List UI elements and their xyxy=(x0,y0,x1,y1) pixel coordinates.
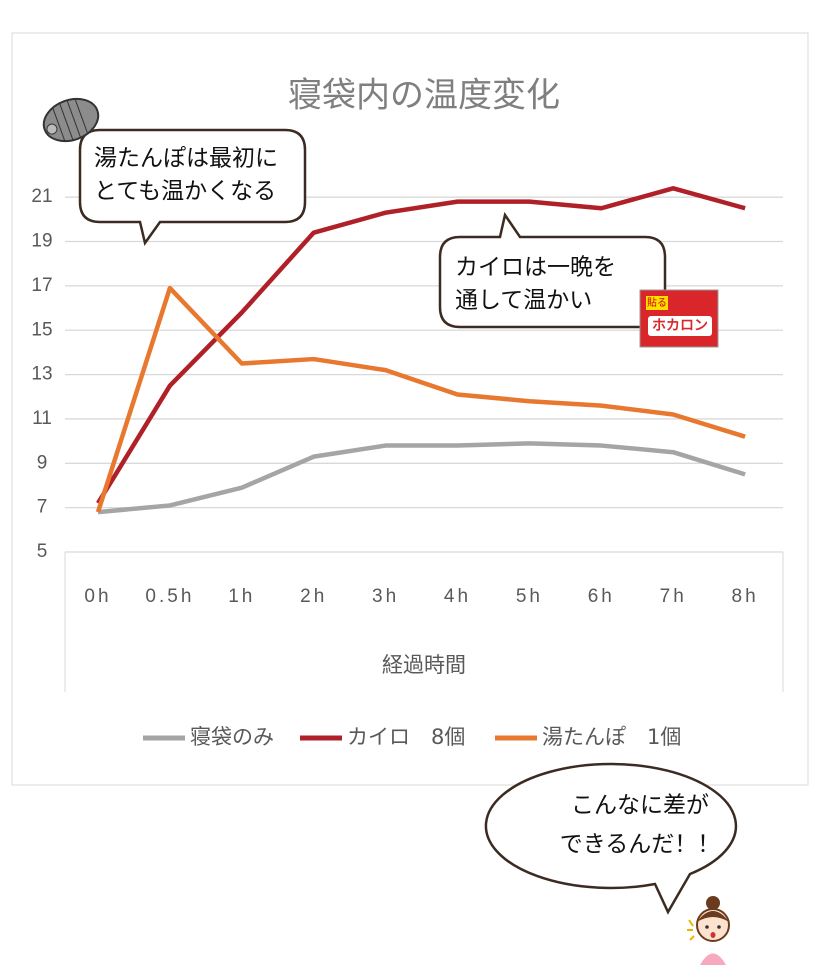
annotation-text: とても温かくなる xyxy=(94,179,276,205)
y-tick-label: 11 xyxy=(32,408,52,429)
y-tick-label: 9 xyxy=(37,452,48,473)
x-tick-label: 0.5h xyxy=(145,586,194,607)
y-tick-label: 7 xyxy=(37,497,48,518)
x-tick-label: 6h xyxy=(588,586,615,607)
speech-bubble xyxy=(78,128,307,246)
y-tick-label: 19 xyxy=(31,231,52,252)
annotation-text: できるんだ！！ xyxy=(560,832,721,858)
girl-icon xyxy=(687,896,730,965)
legend-label: 湯たんぽ 1個 xyxy=(542,725,681,749)
product-name: ホカロン xyxy=(652,318,708,334)
x-axis-label: 経過時間 xyxy=(382,653,466,677)
x-tick-label: 5h xyxy=(516,586,543,607)
x-tick-label: 4h xyxy=(444,586,471,607)
annotation-text: こんなに差が xyxy=(571,793,709,819)
series-line xyxy=(95,285,746,513)
x-tick-label: 0h xyxy=(84,586,111,607)
annotation-text: 湯たんぽは最初に xyxy=(94,146,278,172)
hot-water-bottle-icon xyxy=(42,97,100,143)
x-tick-label: 3h xyxy=(372,586,399,607)
annotation-text: カイロは一晩を xyxy=(455,255,616,281)
x-tick-label: 8h xyxy=(732,586,759,607)
x-tick-label: 7h xyxy=(660,586,687,607)
plot: 5 7 9 11 13 15 17 19 21 0h 0.5h 1h 2h 3h 4h 5h 6h 7h 8h 寝袋の… xyxy=(31,186,783,749)
x-tick-label: 2h xyxy=(300,586,327,607)
y-tick-label: 15 xyxy=(31,319,52,340)
chart-title: 寝袋内の温度変化 xyxy=(288,76,560,116)
x-tick-label: 1h xyxy=(228,586,255,607)
speech-bubble xyxy=(484,762,738,915)
y-tick-label: 13 xyxy=(31,364,52,385)
y-tick-label: 5 xyxy=(37,541,48,562)
product-badge: 貼る xyxy=(647,296,667,309)
annotation-text: 通して温かい xyxy=(455,288,592,314)
series-line xyxy=(97,441,746,515)
legend-label: 寝袋のみ xyxy=(190,725,274,749)
y-tick-label: 21 xyxy=(31,186,52,207)
legend-label: カイロ 8個 xyxy=(347,725,465,749)
hokaron-icon: 貼る ホカロン xyxy=(639,289,719,348)
y-tick-label: 17 xyxy=(31,275,52,296)
series-line xyxy=(96,186,746,505)
